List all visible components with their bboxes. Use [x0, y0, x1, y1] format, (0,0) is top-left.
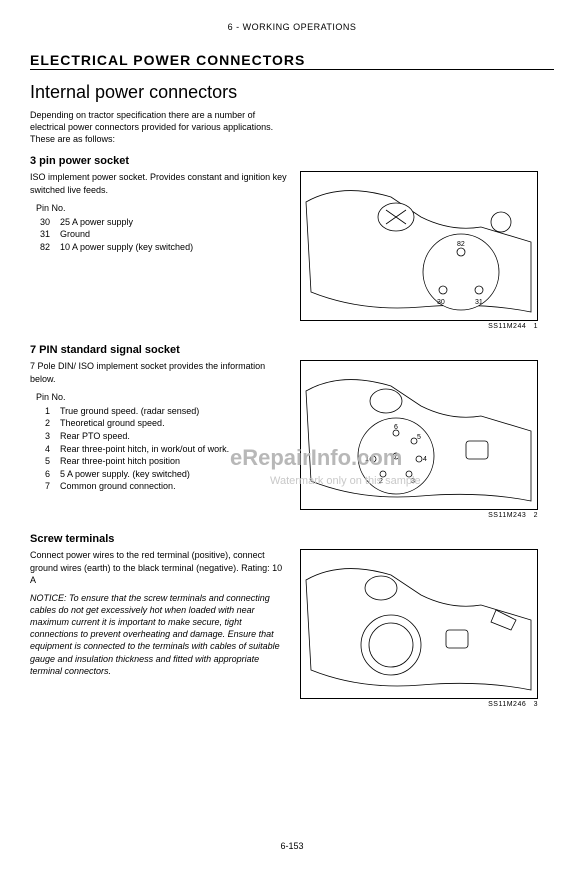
fig1-label-30: 30 — [437, 299, 445, 306]
pin-no: 1 — [30, 405, 60, 418]
table-row: 31Ground — [30, 228, 290, 241]
fig2-label-5: 5 — [417, 434, 421, 441]
section1-left: ISO implement power socket. Provides con… — [30, 171, 290, 253]
fig2-label-3: 3 — [411, 478, 415, 485]
pin-desc: Rear PTO speed. — [60, 430, 290, 443]
section1-right: 82 30 31 SS11M244 1 — [300, 171, 554, 330]
main-title: ELECTRICAL POWER CONNECTORS — [30, 52, 554, 70]
sub-title: Internal power connectors — [30, 82, 554, 103]
fig2-label-1: 1 — [365, 456, 369, 463]
section2-row: 7 Pole DIN/ ISO implement socket provide… — [30, 360, 554, 519]
table-row: 7Common ground connection. — [30, 480, 290, 493]
pin-desc: Rear three-point hitch position — [60, 455, 290, 468]
pin-no: 82 — [30, 241, 60, 254]
page-header: 6 - WORKING OPERATIONS — [30, 22, 554, 32]
fig2-label-6: 6 — [394, 424, 398, 431]
pin-desc: Ground — [60, 228, 290, 241]
fig1-label-31: 31 — [475, 299, 483, 306]
fig2-num: 2 — [534, 512, 538, 519]
pin-desc: 5 A power supply. (key switched) — [60, 468, 290, 481]
fig1-label-82: 82 — [457, 241, 465, 248]
intro-paragraph: Depending on tractor specification there… — [30, 109, 280, 145]
table-row: 4Rear three-point hitch, in work/out of … — [30, 443, 290, 456]
section1-pin-header: Pin No. — [30, 202, 290, 214]
section1-heading: 3 pin power socket — [30, 155, 554, 167]
table-row: 65 A power supply. (key switched) — [30, 468, 290, 481]
fig3-code: SS11M246 — [488, 701, 526, 708]
section2-right: 7 6 5 4 3 2 1 SS11M243 2 — [300, 360, 554, 519]
section2-pin-header: Pin No. — [30, 391, 290, 403]
pin-no: 2 — [30, 417, 60, 430]
pin-desc: True ground speed. (radar sensed) — [60, 405, 290, 418]
fig2-label-7: 7 — [394, 453, 398, 460]
pin-no: 4 — [30, 443, 60, 456]
section3-figure — [300, 549, 538, 699]
fig2-label-4: 4 — [423, 456, 427, 463]
section2-left: 7 Pole DIN/ ISO implement socket provide… — [30, 360, 290, 493]
section3-body: Connect power wires to the red terminal … — [30, 549, 290, 585]
pin-desc: Common ground connection. — [60, 480, 290, 493]
pin-no: 5 — [30, 455, 60, 468]
pin-no: 7 — [30, 480, 60, 493]
section3-row: Connect power wires to the red terminal … — [30, 549, 554, 708]
section1-figure: 82 30 31 — [300, 171, 538, 321]
pin-no: 6 — [30, 468, 60, 481]
table-row: 5Rear three-point hitch position — [30, 455, 290, 468]
section3-left: Connect power wires to the red terminal … — [30, 549, 290, 676]
section1-pin-table: Pin No. 3025 A power supply 31Ground 821… — [30, 202, 290, 254]
pin-desc: 25 A power supply — [60, 216, 290, 229]
fig2-code: SS11M243 — [488, 512, 526, 519]
pin-no: 3 — [30, 430, 60, 443]
pin-no: 30 — [30, 216, 60, 229]
section2-pin-table: Pin No. 1True ground speed. (radar sense… — [30, 391, 290, 493]
table-row: 3Rear PTO speed. — [30, 430, 290, 443]
pin-desc: Rear three-point hitch, in work/out of w… — [60, 443, 290, 456]
table-row: 1True ground speed. (radar sensed) — [30, 405, 290, 418]
section1-body: ISO implement power socket. Provides con… — [30, 171, 290, 195]
table-row: 2Theoretical ground speed. — [30, 417, 290, 430]
section2-heading: 7 PIN standard signal socket — [30, 344, 554, 356]
fig3-num: 3 — [534, 701, 538, 708]
section3-heading: Screw terminals — [30, 533, 554, 545]
section2-body: 7 Pole DIN/ ISO implement socket provide… — [30, 360, 290, 384]
table-row: 3025 A power supply — [30, 216, 290, 229]
pin-no: 31 — [30, 228, 60, 241]
fig1-num: 1 — [534, 323, 538, 330]
section2-figure: 7 6 5 4 3 2 1 — [300, 360, 538, 510]
pin-desc: Theoretical ground speed. — [60, 417, 290, 430]
section2-figure-caption: SS11M243 2 — [300, 512, 538, 519]
pin-desc: 10 A power supply (key switched) — [60, 241, 290, 254]
table-row: 8210 A power supply (key switched) — [30, 241, 290, 254]
fig1-code: SS11M244 — [488, 323, 526, 330]
section3-notice: NOTICE: To ensure that the screw termina… — [30, 592, 290, 677]
page-footer: 6-153 — [0, 841, 584, 851]
section1-row: ISO implement power socket. Provides con… — [30, 171, 554, 330]
section3-figure-caption: SS11M246 3 — [300, 701, 538, 708]
section3-right: SS11M246 3 — [300, 549, 554, 708]
section1-figure-caption: SS11M244 1 — [300, 323, 538, 330]
fig2-label-2: 2 — [379, 478, 383, 485]
